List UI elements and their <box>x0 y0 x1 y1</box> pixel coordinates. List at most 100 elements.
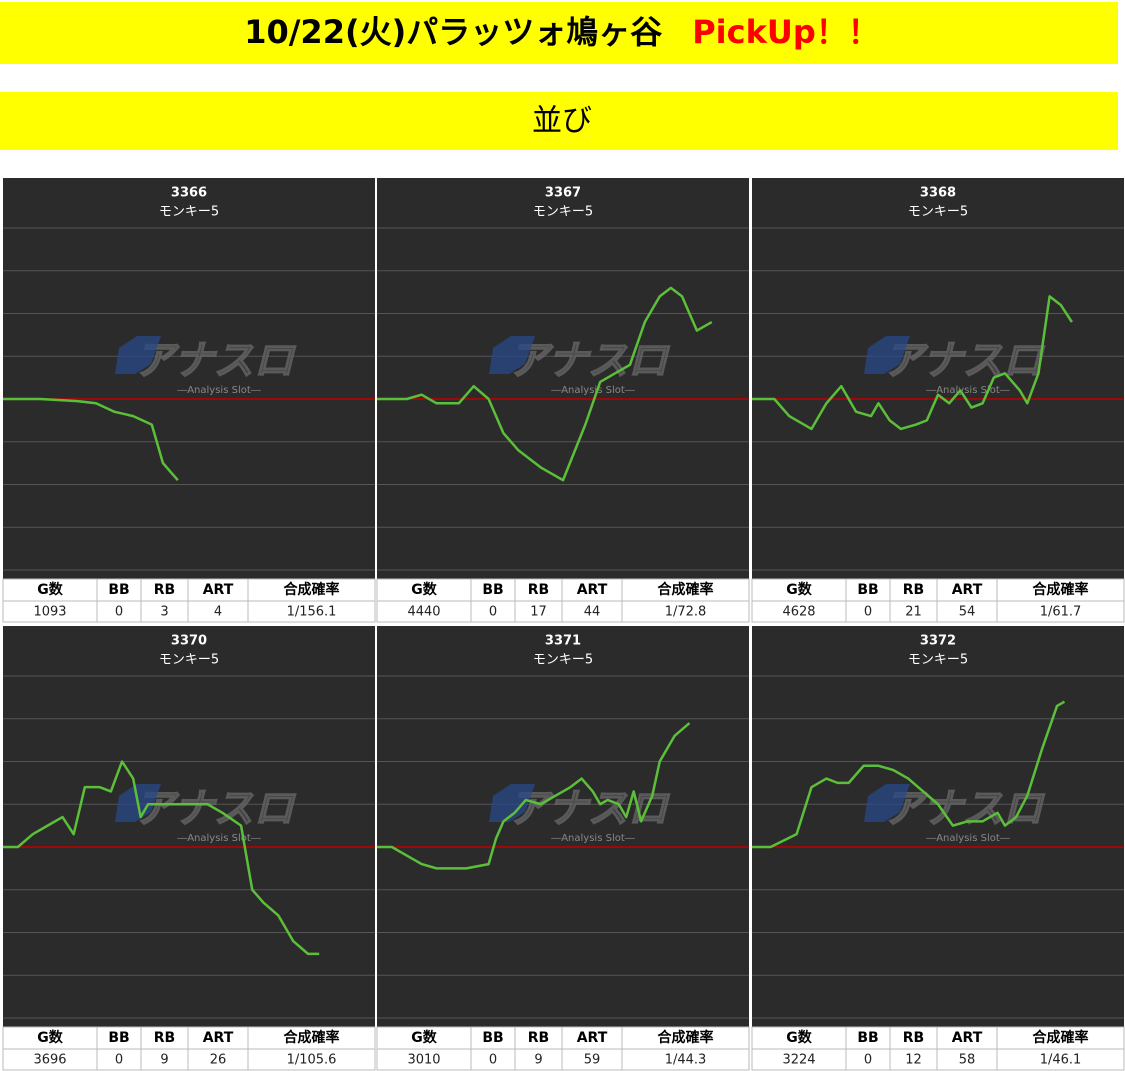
table-header: G数 <box>37 1029 63 1046</box>
table-header: RB <box>154 1030 175 1046</box>
watermark-subtitle: ―Analysis Slot― <box>177 833 261 844</box>
watermark-title: アナスロ <box>134 338 296 384</box>
table-header: BB <box>482 1030 503 1046</box>
chart-title: 3370 <box>171 634 207 649</box>
header-title: 10/22(火)パラッツォ鳩ヶ谷 <box>244 13 662 51</box>
data-line <box>3 397 179 482</box>
panel <box>752 626 1124 1070</box>
table-value: 1/156.1 <box>287 605 337 620</box>
table-header: 合成確率 <box>658 581 714 598</box>
chart-subtitle: モンキー5 <box>908 653 968 668</box>
table-value: 9 <box>534 1053 542 1068</box>
data-line <box>377 286 713 482</box>
table-header: G数 <box>411 1029 437 1046</box>
table-header: 合成確率 <box>284 1029 340 1046</box>
watermark-subtitle: ―Analysis Slot― <box>926 833 1010 844</box>
table-value: 1/105.6 <box>287 1053 337 1068</box>
watermark-title: アナスロ <box>883 338 1045 384</box>
chart-title: 3367 <box>545 186 581 201</box>
chart-subtitle: モンキー5 <box>533 653 593 668</box>
subheader-bar <box>0 92 1118 150</box>
table-value: 58 <box>959 1053 976 1068</box>
table-header: BB <box>108 582 129 598</box>
header: 10/22(火)パラッツォ鳩ヶ谷 PickUp！！ <box>244 13 880 51</box>
table-value: 4440 <box>407 605 440 620</box>
table-cell <box>621 600 750 623</box>
table-cell <box>996 1048 1125 1071</box>
table-value: 44 <box>584 605 601 620</box>
table-cell <box>247 600 376 623</box>
subheader: 並び <box>532 104 592 139</box>
table-header: 合成確率 <box>1033 1029 1089 1046</box>
chart-title: 3366 <box>171 186 207 201</box>
data-line <box>3 760 320 956</box>
table-value: 26 <box>210 1053 227 1068</box>
table-value: 3010 <box>407 1053 440 1068</box>
table-header: ART <box>952 582 983 598</box>
table-header: BB <box>857 582 878 598</box>
table-value: 12 <box>905 1053 922 1068</box>
watermark-subtitle: ―Analysis Slot― <box>551 385 635 396</box>
watermark-logo <box>489 336 535 374</box>
data-line <box>377 722 691 870</box>
table-value: 17 <box>530 605 547 620</box>
header-bar <box>0 2 1118 64</box>
table-header: BB <box>108 1030 129 1046</box>
watermark-subtitle: ―Analysis Slot― <box>926 385 1010 396</box>
table-value: 4628 <box>782 605 815 620</box>
table-value: 1/72.8 <box>665 605 707 620</box>
table-header: ART <box>577 582 608 598</box>
panel <box>377 178 749 622</box>
chart-title: 3368 <box>920 186 956 201</box>
table-value: 0 <box>489 1053 497 1068</box>
table-header: G数 <box>37 581 63 598</box>
table-header: 合成確率 <box>284 581 340 598</box>
table-header: RB <box>903 1030 924 1046</box>
chart-title: 3372 <box>920 634 956 649</box>
watermark-title: アナスロ <box>508 786 670 832</box>
table-header: ART <box>952 1030 983 1046</box>
table-value: 54 <box>959 605 976 620</box>
table-header: ART <box>203 582 234 598</box>
chart-subtitle: モンキー5 <box>159 653 219 668</box>
watermark-logo <box>864 784 910 822</box>
watermark-title: アナスロ <box>883 786 1045 832</box>
panel <box>752 178 1124 622</box>
table-header: 合成確率 <box>658 1029 714 1046</box>
watermark-subtitle: ―Analysis Slot― <box>551 833 635 844</box>
table-header: ART <box>203 1030 234 1046</box>
watermark-title: アナスロ <box>508 338 670 384</box>
chart-subtitle: モンキー5 <box>908 205 968 220</box>
table-header: RB <box>528 1030 549 1046</box>
data-line <box>752 700 1066 849</box>
table-value: 9 <box>160 1053 168 1068</box>
table-header: 合成確率 <box>1033 581 1089 598</box>
watermark-logo <box>489 784 535 822</box>
table-value: 1/61.7 <box>1040 605 1082 620</box>
table-header: G数 <box>786 1029 812 1046</box>
panel <box>377 626 749 1070</box>
table-cell <box>247 1048 376 1071</box>
table-value: 3224 <box>782 1053 815 1068</box>
data-line <box>752 295 1073 431</box>
table-header: RB <box>154 582 175 598</box>
table-value: 0 <box>115 1053 123 1068</box>
watermark-subtitle: ―Analysis Slot― <box>177 385 261 396</box>
watermark-logo <box>864 336 910 374</box>
table-value: 59 <box>584 1053 601 1068</box>
table-value: 3 <box>160 605 168 620</box>
table-value: 1/46.1 <box>1040 1053 1082 1068</box>
header-highlight: PickUp！！ <box>692 13 880 51</box>
table-header: ART <box>577 1030 608 1046</box>
table-value: 3696 <box>33 1053 66 1068</box>
table-header: BB <box>857 1030 878 1046</box>
table-value: 1/44.3 <box>665 1053 707 1068</box>
chart-subtitle: モンキー5 <box>533 205 593 220</box>
table-header: RB <box>903 582 924 598</box>
table-header: G数 <box>411 581 437 598</box>
table-value: 0 <box>115 605 123 620</box>
table-header: BB <box>482 582 503 598</box>
table-value: 0 <box>489 605 497 620</box>
table-value: 21 <box>905 605 922 620</box>
